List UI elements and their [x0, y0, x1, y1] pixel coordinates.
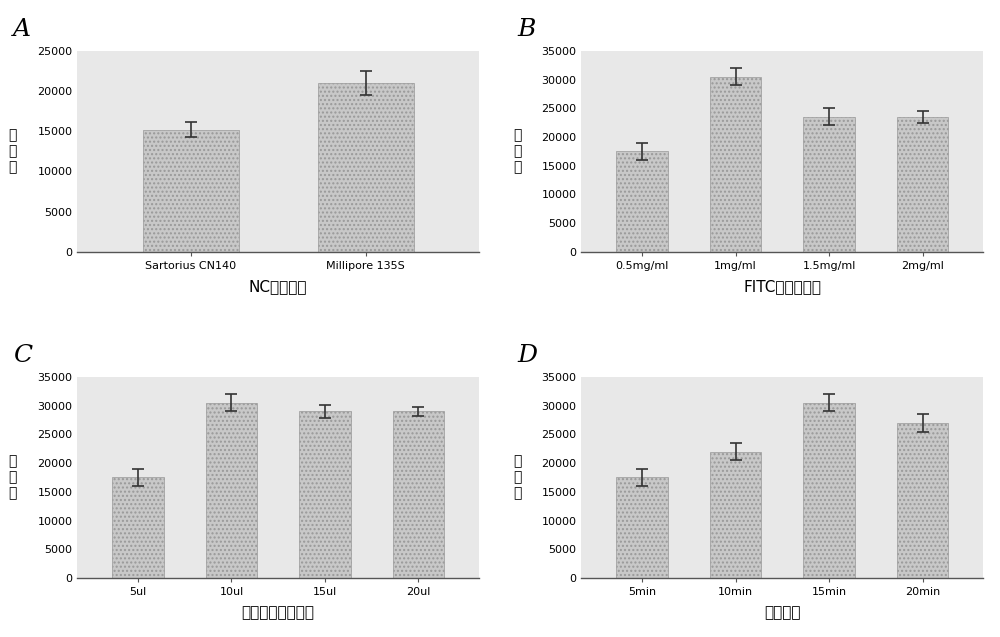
Bar [318, 83, 414, 252]
Bar [393, 412, 444, 578]
Bar [710, 76, 761, 252]
Text: C: C [13, 344, 32, 367]
Bar [803, 403, 855, 578]
Bar [112, 478, 164, 578]
Bar [206, 403, 257, 578]
Text: D: D [517, 344, 537, 367]
Bar [710, 452, 761, 578]
Bar [616, 152, 668, 252]
Bar [803, 117, 855, 252]
X-axis label: 反应时间: 反应时间 [764, 605, 801, 620]
Bar [897, 423, 948, 578]
Bar [616, 478, 668, 578]
Text: 峰
面
积: 峰 面 积 [9, 454, 17, 501]
X-axis label: 纳米酶探针的体积: 纳米酶探针的体积 [242, 605, 315, 620]
Text: A: A [13, 18, 31, 41]
Bar [897, 117, 948, 252]
Text: B: B [517, 18, 535, 41]
X-axis label: FITC抗体的浓度: FITC抗体的浓度 [743, 279, 821, 294]
X-axis label: NC膜的材料: NC膜的材料 [249, 279, 307, 294]
Text: 峰
面
积: 峰 面 积 [513, 128, 521, 175]
Bar [299, 412, 351, 578]
Text: 峰
面
积: 峰 面 积 [9, 128, 17, 175]
Bar [143, 129, 239, 252]
Text: 峰
面
积: 峰 面 积 [513, 454, 521, 501]
